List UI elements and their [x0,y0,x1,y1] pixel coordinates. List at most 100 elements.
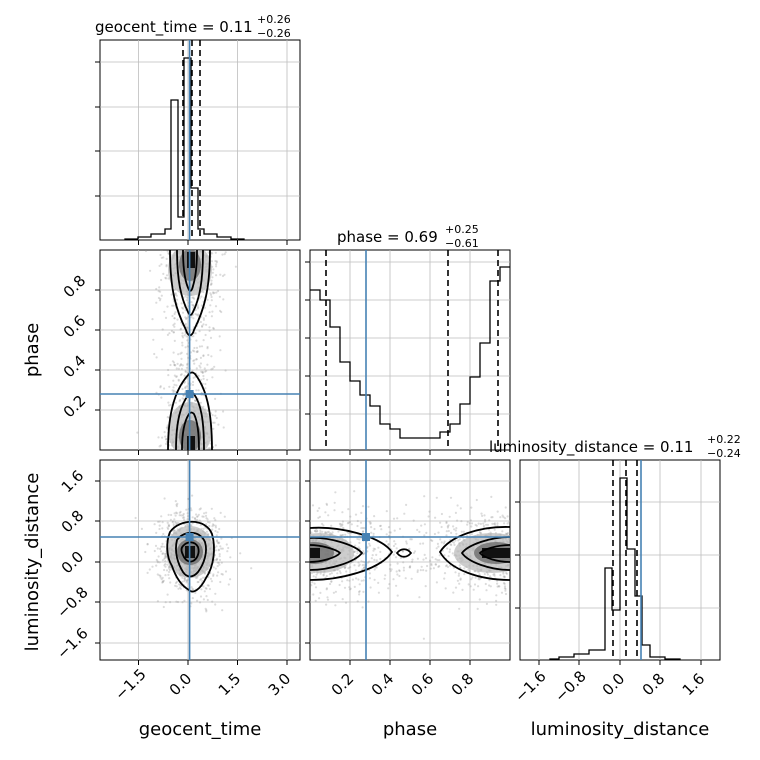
sample-point [398,527,402,531]
sample-point [198,364,201,367]
sample-point [492,573,495,576]
sample-point [250,567,253,570]
sample-point [192,376,195,379]
sample-point [193,332,196,335]
sample-point [214,397,217,400]
sample-point [162,579,165,582]
sample-point [168,524,171,527]
sample-point [339,523,342,526]
sample-point [470,506,473,509]
sample-point [155,301,158,304]
sample-point [322,573,325,576]
sample-point [476,607,479,611]
sample-point [470,578,473,581]
sample-point [212,573,215,576]
sample-point [373,578,376,581]
sample-point [198,508,201,511]
sample-point [158,524,161,527]
sample-point [375,553,378,557]
sample-point [318,507,321,510]
sample-point [204,514,208,518]
sample-point [224,251,227,254]
sample-point [393,540,396,543]
sample-point [447,529,450,533]
sample-point [210,279,213,282]
sample-point [153,549,156,553]
sample-point [217,289,220,293]
sample-point [454,511,457,514]
sample-point [395,584,398,587]
sample-point [163,545,166,548]
sample-point [163,431,166,434]
sample-point [180,373,183,376]
sample-point [192,359,195,362]
sample-point [164,555,167,558]
sample-point [136,431,139,434]
sample-point [214,251,217,254]
sample-point [213,291,216,294]
sample-point [473,583,477,586]
sample-point [502,516,505,519]
sample-point [181,332,184,335]
sample-point [172,523,175,526]
sample-point [171,304,174,307]
sample-point [373,568,376,571]
sample-point [398,569,401,572]
sample-point [174,293,177,296]
sample-point [209,447,212,450]
sample-point [167,527,170,531]
sample-point [195,358,198,361]
sample-point [325,574,328,578]
sample-point [456,579,459,582]
sample-point [457,574,460,577]
sample-point [319,591,322,595]
sample-point [214,526,217,529]
sample-point [179,587,182,590]
sample-point [435,581,438,584]
sample-point [470,533,473,536]
sample-point [387,543,390,546]
sample-point [173,317,176,320]
sample-point [161,580,164,584]
sample-point [445,520,448,524]
sample-point [394,542,397,546]
sample-point [201,324,204,327]
sample-point [344,533,347,536]
sample-point [466,523,469,526]
x-tick-label: 0.6 [408,670,438,700]
sample-point [190,602,193,605]
sample-point [219,273,222,276]
sample-point [431,539,434,543]
sample-point [194,399,197,402]
sample-point [163,387,166,390]
sample-point [158,299,162,302]
sample-point [191,587,194,591]
sample-point [388,583,391,586]
sample-point [178,364,182,367]
sample-point [399,556,402,560]
sample-point [452,525,455,528]
sample-point [167,513,170,517]
sample-point [190,301,193,304]
sample-point [200,370,203,373]
sample-point [162,256,165,259]
sample-point [220,537,223,540]
sample-point [447,555,450,558]
sample-point [387,543,390,546]
sample-point [444,587,447,590]
sample-point [215,260,218,263]
sample-point [218,563,221,566]
sample-point [404,577,407,580]
sample-point [403,512,406,515]
sample-point [422,569,425,572]
sample-point [171,360,174,363]
sample-point [198,519,201,522]
sample-point [457,539,460,542]
sample-point [146,543,149,546]
sample-point [316,509,319,512]
sample-point [454,571,457,574]
sample-point [456,519,459,522]
sample-point [458,538,461,541]
sample-point [155,356,158,359]
sample-point [366,545,369,549]
